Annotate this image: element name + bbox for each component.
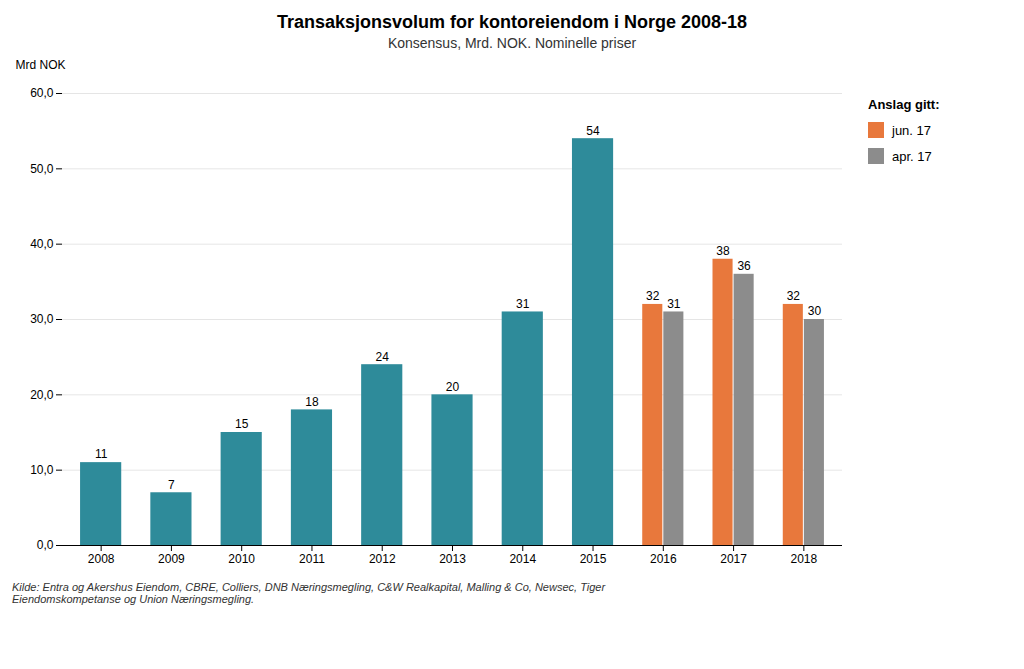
svg-text:2008: 2008 xyxy=(88,552,115,566)
html-text:Kilde: Entra og Akershus Eiend: Kilde: Entra og Akershus Eiendom, CBRE, … xyxy=(12,581,606,605)
svg-text:2011: 2011 xyxy=(299,552,325,566)
svg-text:7: 7 xyxy=(168,478,175,492)
svg-text:32: 32 xyxy=(787,289,801,303)
svg-text:0,0: 0,0 xyxy=(37,538,54,552)
svg-text:2016: 2016 xyxy=(650,552,677,566)
svg-text:38: 38 xyxy=(716,244,730,258)
svg-text:Mrd NOK: Mrd NOK xyxy=(16,58,66,72)
svg-text:18: 18 xyxy=(305,395,319,409)
svg-text:31: 31 xyxy=(667,297,681,311)
svg-text:2018: 2018 xyxy=(790,552,817,566)
svg-text:2015: 2015 xyxy=(580,552,607,566)
html-text:jun. 17: jun. 17 xyxy=(892,122,931,138)
svg-text:54: 54 xyxy=(586,124,600,138)
html-text:Transaksjonsvolum for kontorei: Transaksjonsvolum for kontoreiendom i No… xyxy=(276,12,748,32)
svg-text:2012: 2012 xyxy=(369,552,396,566)
svg-text:20: 20 xyxy=(446,380,460,394)
svg-text:36: 36 xyxy=(737,259,751,273)
svg-text:2009: 2009 xyxy=(158,552,185,566)
svg-text:2010: 2010 xyxy=(228,552,255,566)
html-text:Konsensus, Mrd. NOK. Nominelle: Konsensus, Mrd. NOK. Nominelle priser xyxy=(387,35,637,51)
svg-text:11: 11 xyxy=(95,447,108,461)
svg-text:2017: 2017 xyxy=(720,552,747,566)
svg-text:32: 32 xyxy=(646,289,660,303)
html-text:Anslag gitt:: Anslag gitt: xyxy=(868,97,940,112)
svg-text:40,0: 40,0 xyxy=(30,237,54,251)
svg-text:2013: 2013 xyxy=(439,552,466,566)
svg-text:50,0: 50,0 xyxy=(30,162,54,176)
svg-text:24: 24 xyxy=(376,350,390,364)
html-text:apr. 17: apr. 17 xyxy=(892,148,932,164)
svg-text:20,0: 20,0 xyxy=(30,388,54,402)
svg-text:2014: 2014 xyxy=(509,552,536,566)
svg-text:60,0: 60,0 xyxy=(30,86,54,100)
svg-text:31: 31 xyxy=(516,297,530,311)
svg-text:30: 30 xyxy=(808,304,822,318)
svg-text:30,0: 30,0 xyxy=(30,312,54,326)
svg-text:15: 15 xyxy=(235,417,249,431)
svg-text:10,0: 10,0 xyxy=(30,463,54,477)
